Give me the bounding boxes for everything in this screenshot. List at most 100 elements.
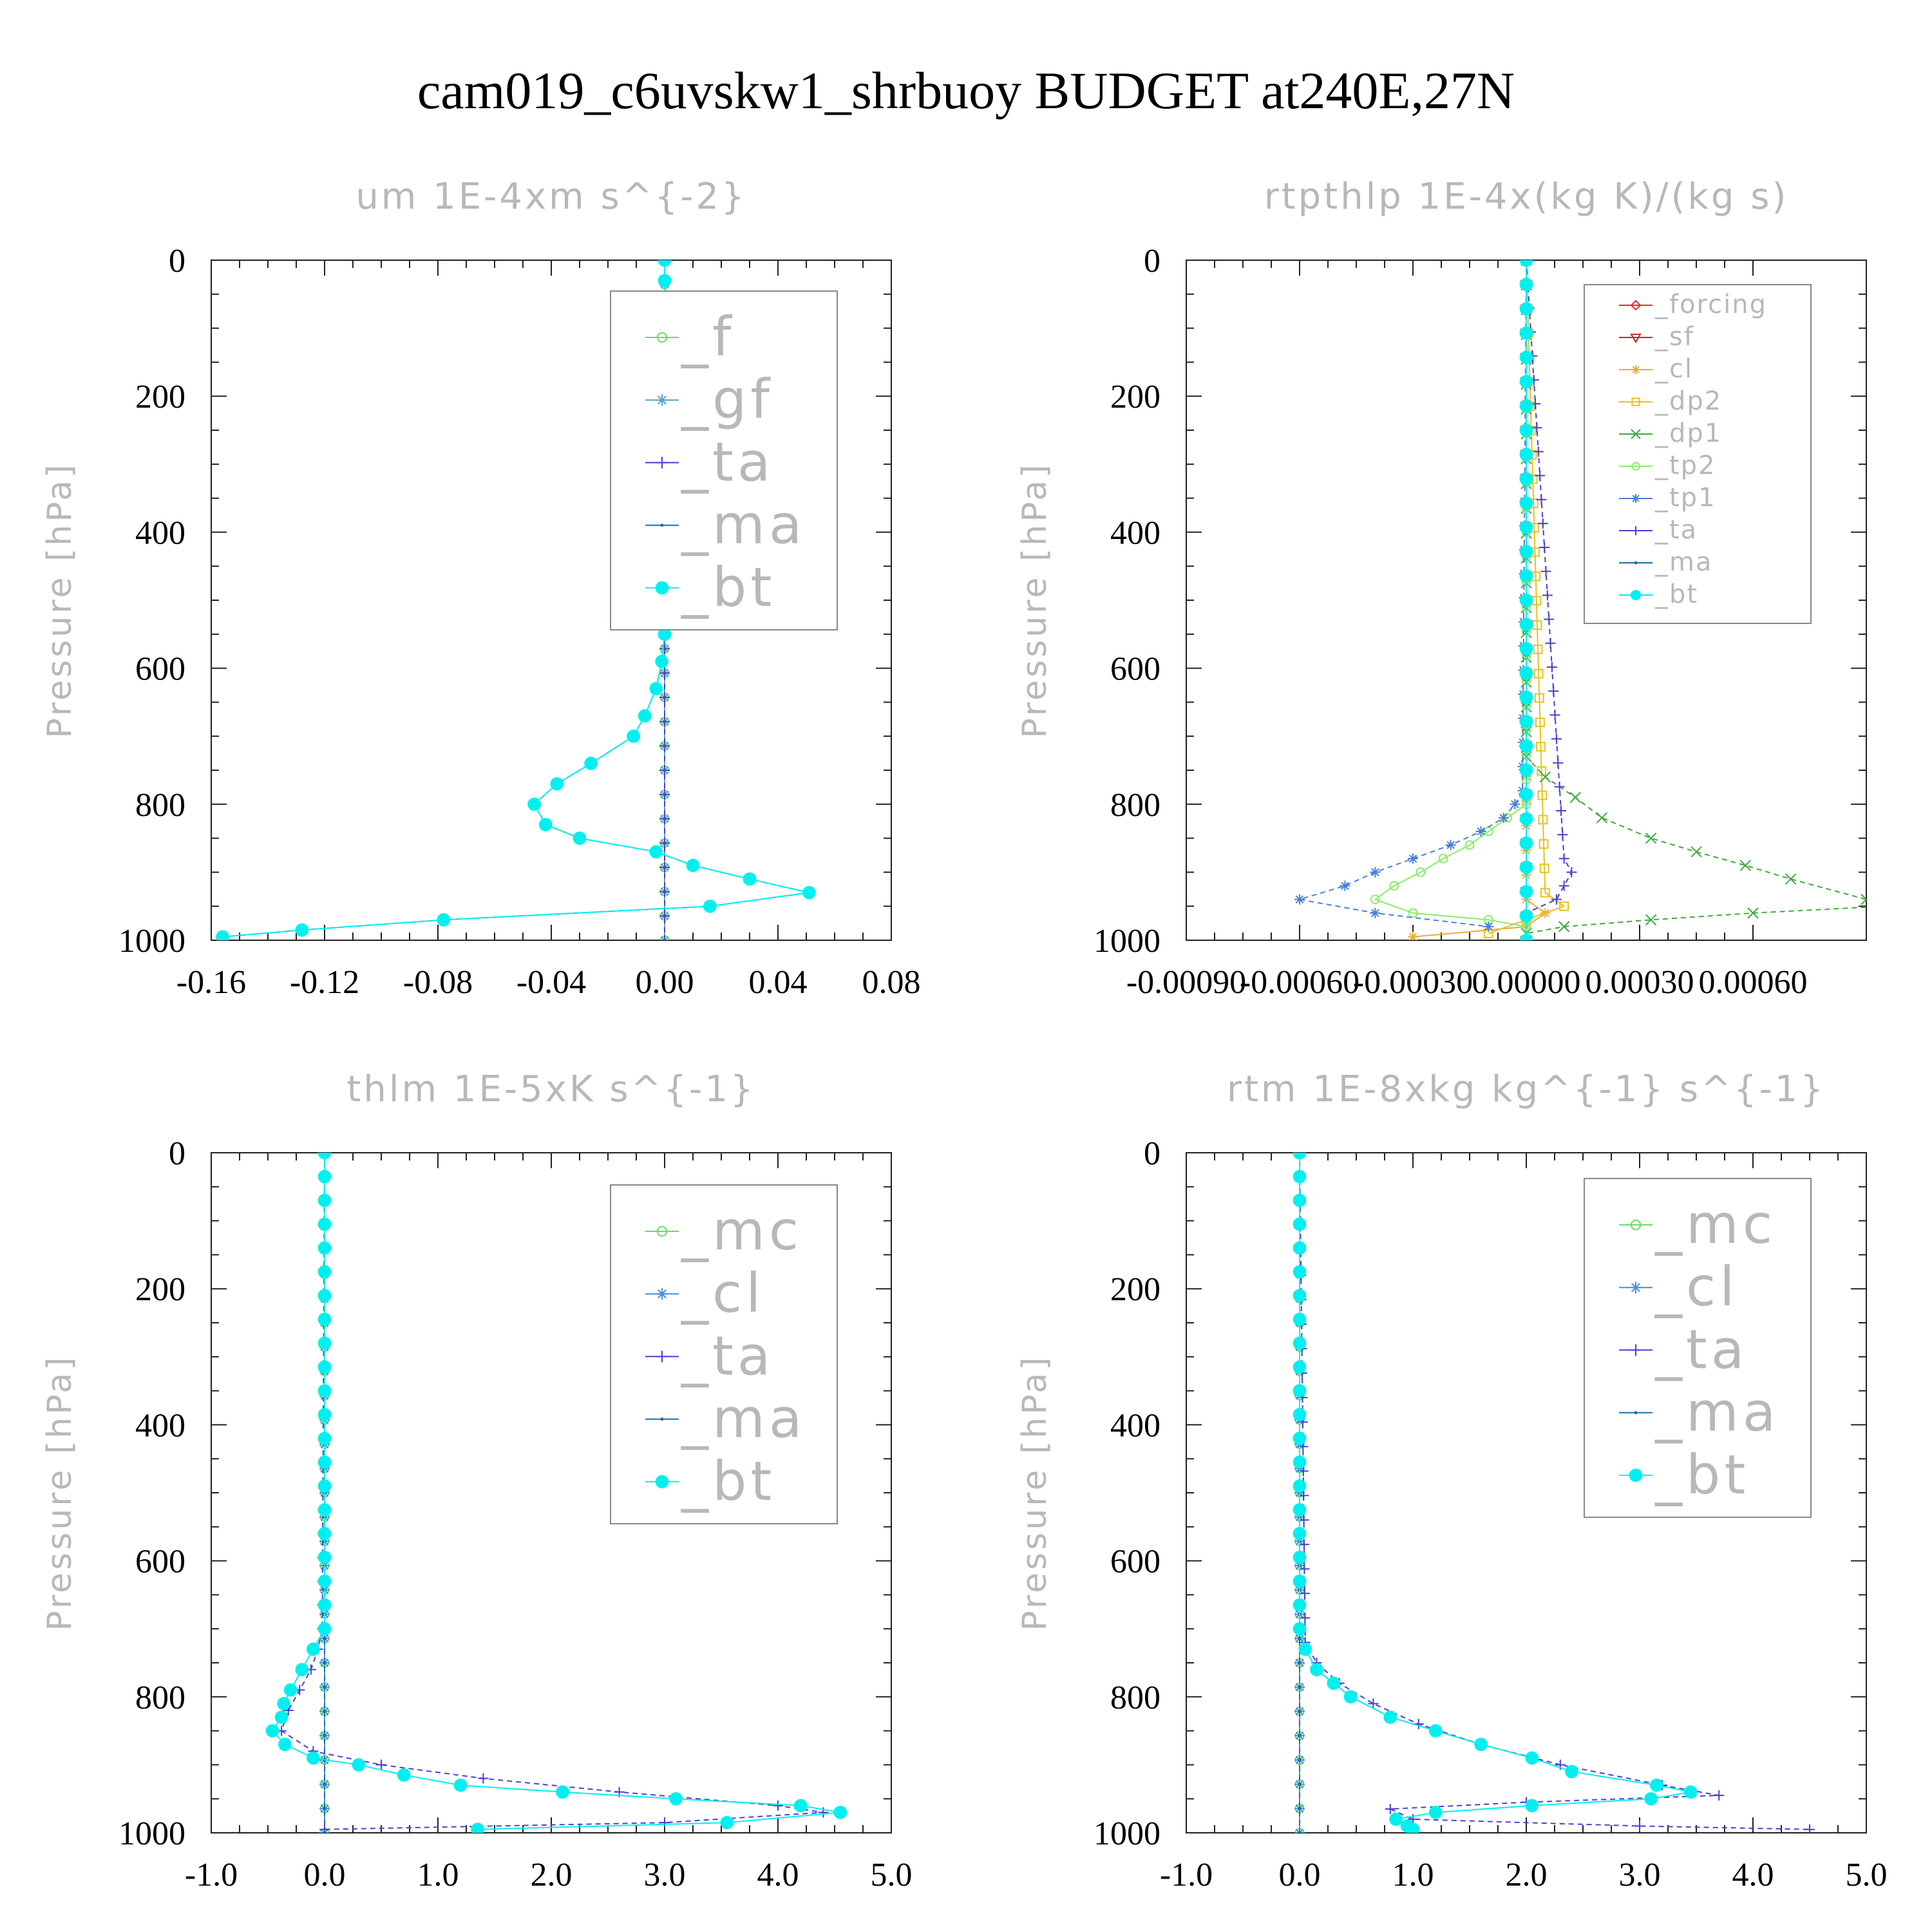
y-tick-label: 1000 [1094, 923, 1160, 960]
legend-label-cl: _cl [681, 1262, 765, 1325]
marker-bt [1519, 278, 1533, 292]
legend-marker-ma [660, 524, 664, 527]
x-tick-label: 0.00000 [1472, 964, 1581, 1001]
marker-ta [1539, 542, 1550, 553]
marker-bt [1519, 933, 1533, 940]
marker-bt [1293, 1193, 1307, 1208]
legend-marker-f [656, 332, 668, 343]
legend-marker-cl [656, 1288, 668, 1300]
marker-bt [1519, 496, 1533, 510]
marker-ma [1298, 1636, 1302, 1640]
legend-label-ta: _ta [681, 1324, 774, 1387]
marker-bt [1293, 1265, 1307, 1279]
marker-bt [453, 1778, 468, 1792]
marker-bt [833, 1805, 848, 1819]
marker-bt [638, 709, 652, 723]
legend-label-ma: _ma [681, 493, 806, 556]
x-tick-label: 2.0 [531, 1857, 573, 1893]
marker-bt [743, 872, 757, 886]
marker-bt [265, 1724, 279, 1738]
y-axis-label: Pressure [hPa] [41, 462, 79, 739]
marker-bt [1525, 1751, 1539, 1765]
marker-bt [317, 1408, 332, 1421]
x-tick-label: 3.0 [644, 1857, 686, 1893]
legend-label-ta: _ta [1654, 1318, 1748, 1381]
marker-bt [1519, 448, 1533, 462]
marker-ta [659, 813, 670, 824]
marker-bt [550, 777, 564, 791]
marker-bt [274, 1710, 289, 1724]
marker-ta [1557, 829, 1568, 840]
legend-marker-tp2 [1631, 462, 1640, 471]
marker-ta [659, 692, 670, 703]
chart-title: rtm 1E-8xkg kg^{-1} s^{-1} [1227, 1068, 1826, 1110]
marker-dp1 [1539, 771, 1551, 783]
marker-bt [1519, 375, 1533, 388]
marker-bt [278, 1738, 292, 1752]
marker-tp2 [1438, 853, 1448, 864]
y-axis-label: Pressure [hPa] [41, 1355, 79, 1631]
marker-ta [659, 789, 670, 800]
legend-label-tp2: _tp2 [1654, 451, 1716, 480]
marker-dp2 [1535, 717, 1545, 728]
marker-dp2 [1538, 815, 1548, 825]
marker-bt [317, 1360, 332, 1374]
y-tick-label: 600 [1110, 651, 1160, 688]
legend-label-bt: _bt [681, 1450, 775, 1513]
legend-label-ma: _ma [1654, 1381, 1779, 1444]
marker-bt [1519, 593, 1533, 607]
marker-bt [1519, 520, 1533, 535]
marker-dp2 [1539, 863, 1549, 873]
x-tick-label: -0.16 [176, 964, 246, 1001]
marker-ta [659, 886, 670, 897]
legend-label-bt: _bt [681, 556, 775, 619]
y-tick-label: 0 [169, 1135, 185, 1172]
marker-bt [1519, 569, 1533, 583]
marker-ta [376, 1759, 386, 1770]
marker-bt [307, 1642, 320, 1656]
y-tick-label: 1000 [118, 1815, 185, 1852]
marker-bt [1293, 1153, 1307, 1160]
marker-bt [317, 1503, 332, 1517]
marker-bt [1519, 399, 1533, 413]
legend: _f_gf_ta_ma_bt [610, 290, 838, 630]
marker-bt [307, 1751, 320, 1765]
marker-bt [1525, 1799, 1539, 1813]
marker-bt [1519, 545, 1533, 558]
y-tick-label: 200 [135, 1271, 185, 1308]
marker-ta [1548, 686, 1559, 697]
marker-ma [1298, 1734, 1302, 1738]
y-tick-label: 800 [1110, 787, 1160, 824]
marker-bt [649, 845, 663, 859]
chart-panel-2: rtpthlp 1E-4x(kg K)/(kg s) Pressure [hPa]… [1016, 176, 1867, 1001]
marker-bt [1310, 1663, 1323, 1676]
marker-bt [1519, 618, 1533, 632]
marker-bt [1519, 302, 1533, 316]
marker-ta [1634, 1821, 1645, 1832]
legend-marker-dp2 [1631, 397, 1640, 406]
marker-ta [659, 862, 670, 873]
marker-bt [295, 923, 309, 937]
marker-ma [1298, 1758, 1302, 1762]
marker-ta [1558, 880, 1569, 891]
marker-ta [659, 741, 670, 752]
marker-bt [317, 1312, 332, 1327]
marker-ma [323, 1661, 327, 1665]
marker-ta [1299, 1539, 1310, 1550]
marker-bt [1519, 715, 1533, 728]
legend-marker-ta [1630, 1344, 1642, 1356]
marker-ta [659, 935, 670, 940]
legend-marker-forcing [1630, 299, 1642, 311]
marker-bt [1519, 763, 1533, 777]
marker-bt [1293, 1432, 1307, 1445]
marker-bt [317, 1550, 332, 1564]
x-tick-label: 0.0 [304, 1857, 346, 1893]
marker-bt [216, 930, 229, 940]
chart-title: thlm 1E-5xK s^{-1} [346, 1068, 755, 1110]
legend-label-cl: _cl [1654, 354, 1693, 384]
x-tick-label: 1.0 [1392, 1857, 1434, 1893]
marker-bt [1293, 1574, 1307, 1588]
marker-bt [317, 1384, 332, 1397]
marker-ma [323, 1709, 327, 1713]
